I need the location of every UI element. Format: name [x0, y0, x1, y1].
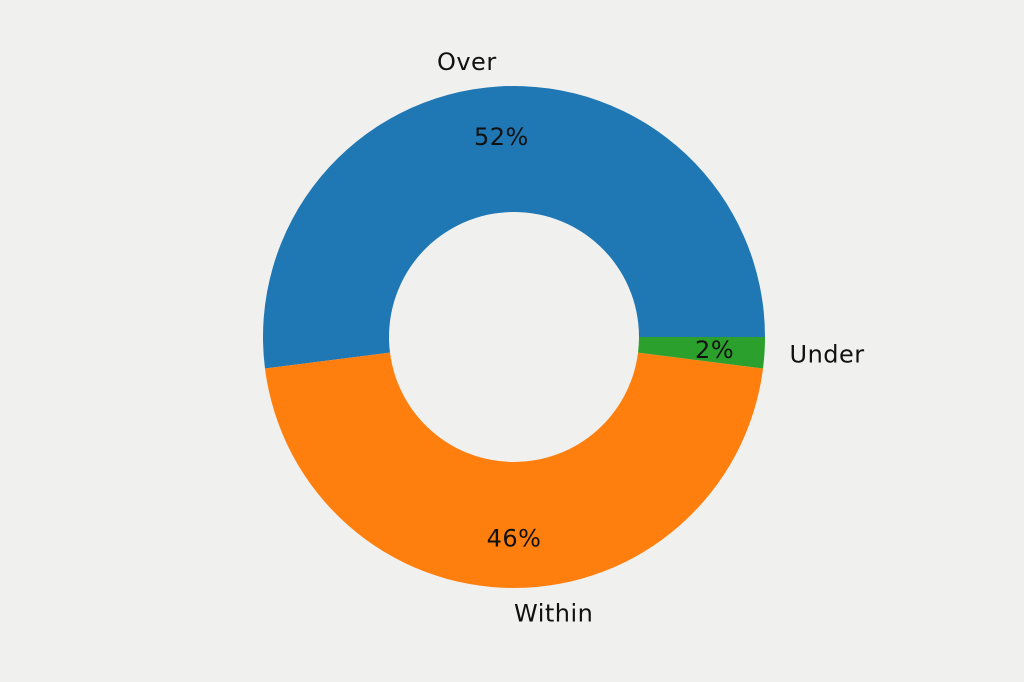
pie-slice-under — [638, 337, 765, 369]
pct-label-over: 52% — [474, 123, 529, 151]
pct-label-under: 2% — [695, 336, 734, 364]
slice-label-within: Within — [514, 599, 593, 627]
pct-label-within: 46% — [487, 524, 542, 552]
pie-slice-over — [262, 85, 765, 369]
slice-label-under: Under — [790, 341, 865, 369]
slice-label-over: Over — [437, 48, 497, 76]
pie-slice-within — [264, 352, 764, 588]
